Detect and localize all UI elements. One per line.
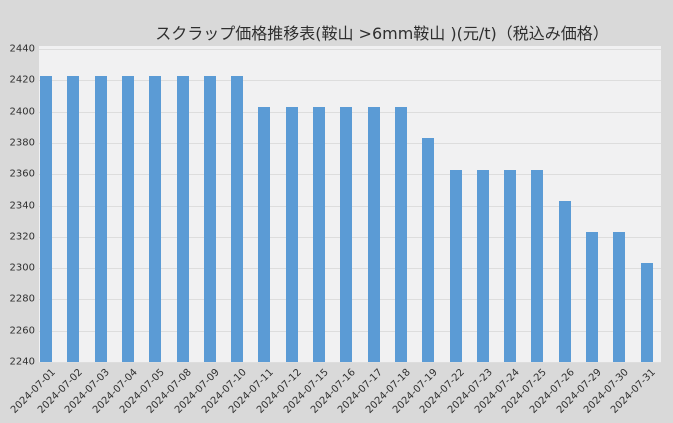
bar-2024-07-23 [476, 169, 489, 362]
bar-2024-07-30 [613, 232, 626, 362]
plot-area [39, 46, 661, 363]
chart-title: スクラップ価格推移表(鞍山 >6mm鞍山 )(元/t)（税込み価格） [155, 24, 609, 43]
y-axis-tick-label: 2240 [9, 356, 35, 368]
bar-2024-07-25 [531, 169, 544, 362]
y-axis-tick-label: 2420 [9, 74, 35, 86]
y-axis-tick-label: 2440 [9, 43, 35, 55]
y-axis-tick-label: 2300 [9, 262, 35, 274]
y-axis-tick-label: 2380 [9, 137, 35, 149]
y-axis-tick-label: 2400 [9, 106, 35, 118]
bar-2024-07-17 [367, 106, 380, 362]
bar-2024-07-09 [203, 75, 216, 362]
y-axis-tick-label: 2280 [9, 293, 35, 305]
bar-2024-07-04 [121, 75, 134, 362]
bar-2024-07-15 [313, 106, 325, 362]
bar-2024-07-16 [340, 106, 353, 362]
bar-2024-07-03 [94, 75, 107, 362]
bar-2024-07-11 [258, 106, 271, 362]
bar-2024-07-31 [640, 263, 653, 362]
bar-2024-07-05 [149, 75, 162, 362]
y-axis-tick-label: 2340 [9, 200, 35, 211]
bar-2024-07-22 [449, 169, 462, 362]
bar-2024-07-12 [285, 106, 298, 362]
gridline [39, 362, 661, 363]
bar-2024-07-19 [422, 138, 435, 362]
gridline [39, 80, 661, 82]
bar-2024-07-01 [40, 75, 52, 362]
bar-2024-07-10 [231, 75, 244, 362]
y-axis-tick-label: 2320 [9, 231, 35, 243]
bar-2024-07-08 [176, 75, 189, 362]
y-axis-tick-label: 2360 [9, 168, 35, 180]
bar-2024-07-26 [558, 200, 571, 362]
y-axis-tick-label: 2260 [9, 325, 35, 337]
bar-2024-07-29 [586, 232, 598, 362]
gridline [39, 49, 661, 50]
bar-2024-07-18 [394, 106, 407, 362]
bar-2024-07-02 [67, 75, 80, 362]
bar-2024-07-24 [504, 169, 517, 362]
